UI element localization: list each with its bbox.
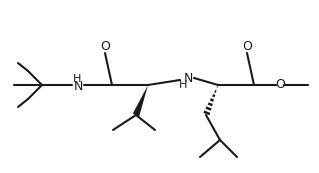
Polygon shape <box>133 85 148 116</box>
Text: H: H <box>179 80 187 90</box>
Text: N: N <box>73 80 83 93</box>
Text: H: H <box>73 74 81 84</box>
Text: O: O <box>275 79 285 92</box>
Text: O: O <box>242 40 252 53</box>
Text: O: O <box>100 40 110 53</box>
Text: N: N <box>183 71 193 84</box>
